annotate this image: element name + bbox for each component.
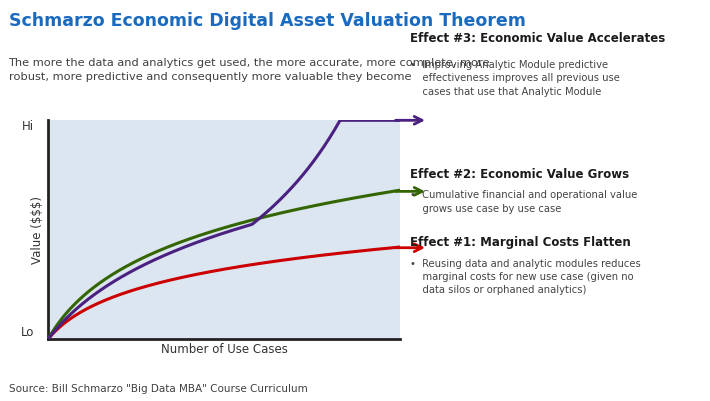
Text: Effect #2: Economic Value Grows: Effect #2: Economic Value Grows — [410, 168, 630, 181]
Y-axis label: Value ($$$): Value ($$$) — [31, 196, 44, 263]
Text: The more the data and analytics get used, the more accurate, more complete, more: The more the data and analytics get used… — [9, 58, 490, 82]
Text: •  Cumulative financial and operational value
    grows use case by use case: • Cumulative financial and operational v… — [410, 190, 638, 214]
X-axis label: Number of Use Cases: Number of Use Cases — [160, 343, 288, 356]
Text: Effect #1: Marginal Costs Flatten: Effect #1: Marginal Costs Flatten — [410, 236, 631, 249]
Text: •  Improving Analytic Module predictive
    effectiveness improves all previous : • Improving Analytic Module predictive e… — [410, 60, 621, 97]
Text: Schmarzo Economic Digital Asset Valuation Theorem: Schmarzo Economic Digital Asset Valuatio… — [9, 12, 525, 30]
Text: Effect #3: Economic Value Accelerates: Effect #3: Economic Value Accelerates — [410, 32, 666, 45]
Text: Lo: Lo — [21, 326, 34, 339]
Text: •  Reusing data and analytic modules reduces
    marginal costs for new use case: • Reusing data and analytic modules redu… — [410, 259, 641, 295]
Text: Source: Bill Schmarzo "Big Data MBA" Course Curriculum: Source: Bill Schmarzo "Big Data MBA" Cou… — [9, 384, 307, 394]
Text: Hi: Hi — [22, 120, 34, 133]
